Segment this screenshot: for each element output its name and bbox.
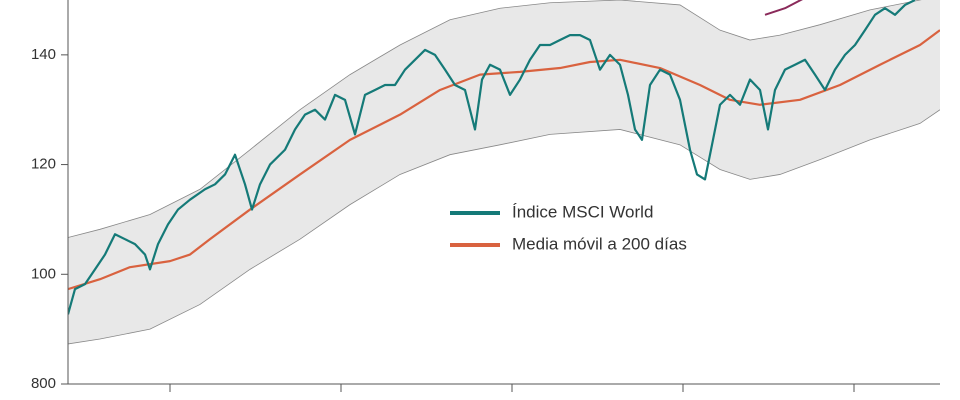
series-line: [68, 29, 940, 291]
band-lower: [68, 109, 940, 345]
y-tick-label: 100: [31, 265, 56, 282]
legend-label: Índice MSCI World: [512, 202, 653, 221]
legend-label: Media móvil a 200 días: [512, 234, 687, 253]
axes: 800 100 120 140 Índice MSCI World Media móvil…: [31, 0, 940, 392]
y-tick-label: 800: [31, 375, 56, 392]
series-line: [68, 0, 916, 315]
plot-area: [68, 0, 940, 345]
band-area: [68, 0, 940, 344]
y-tick-label: 120: [31, 156, 56, 173]
y-tick-label: 140: [31, 46, 56, 63]
overlay-line: [764, 0, 803, 16]
band-upper: [68, 0, 922, 238]
